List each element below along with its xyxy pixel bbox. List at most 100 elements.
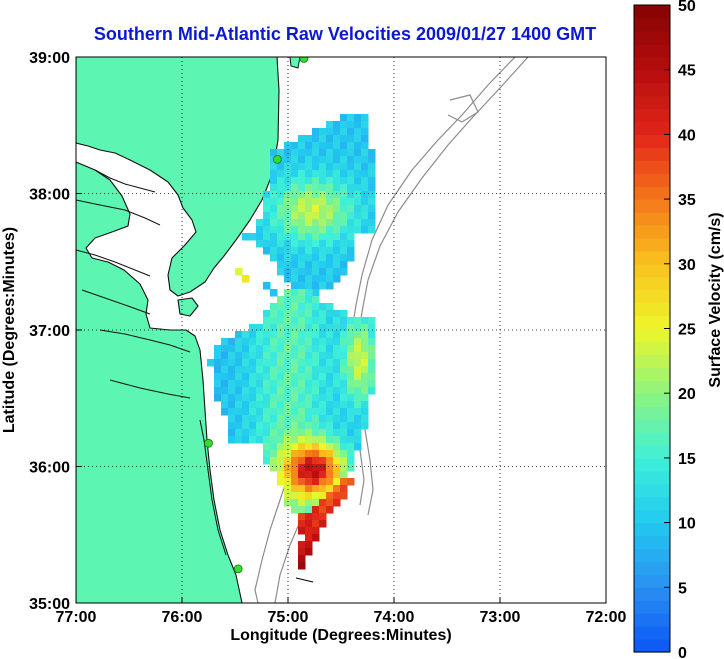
velocity-cell <box>340 184 348 192</box>
velocity-cell <box>298 142 306 150</box>
velocity-cell <box>347 121 355 129</box>
velocity-cell <box>312 163 320 171</box>
velocity-cell <box>312 219 320 227</box>
velocity-cell <box>270 373 278 381</box>
velocity-cell <box>305 163 313 171</box>
velocity-cell <box>361 415 369 423</box>
plot-area <box>76 57 606 603</box>
velocity-cell <box>312 142 320 150</box>
velocity-cell <box>361 394 369 402</box>
velocity-cell <box>319 149 327 157</box>
colorbar-step <box>634 134 670 148</box>
velocity-cell <box>319 415 327 423</box>
velocity-cell <box>256 366 264 374</box>
velocity-cell <box>298 352 306 360</box>
velocity-cell <box>333 205 341 213</box>
velocity-cell <box>256 219 264 227</box>
velocity-cell <box>228 436 236 444</box>
velocity-cell <box>228 366 236 374</box>
velocity-cell <box>319 471 327 479</box>
velocity-cell <box>263 212 271 220</box>
velocity-cell <box>270 422 278 430</box>
velocity-cell <box>221 380 229 388</box>
velocity-cell <box>298 450 306 458</box>
velocity-cell <box>270 352 278 360</box>
velocity-cell <box>284 373 292 381</box>
colorbar-tick-label: 25 <box>678 322 696 339</box>
velocity-cell <box>270 226 278 234</box>
velocity-cell <box>326 303 334 311</box>
velocity-cell <box>298 282 306 290</box>
velocity-cell <box>298 541 306 549</box>
velocity-cell <box>277 254 285 262</box>
velocity-cell <box>242 408 250 416</box>
velocity-cell <box>263 373 271 381</box>
velocity-cell <box>354 408 362 416</box>
velocity-cell <box>340 212 348 220</box>
velocity-cell <box>333 401 341 409</box>
velocity-cell <box>312 254 320 262</box>
velocity-cell <box>249 352 257 360</box>
velocity-cell <box>270 408 278 416</box>
velocity-cell <box>249 422 257 430</box>
velocity-cell <box>270 184 278 192</box>
velocity-cell <box>277 149 285 157</box>
velocity-cell <box>291 177 299 185</box>
colorbar-tick-label: 40 <box>678 127 696 144</box>
velocity-cell <box>305 345 313 353</box>
velocity-cell <box>270 464 278 472</box>
velocity-cell <box>298 415 306 423</box>
velocity-cell <box>228 380 236 388</box>
velocity-cell <box>277 387 285 395</box>
velocity-cell <box>291 184 299 192</box>
colorbar-step <box>634 354 670 368</box>
river <box>94 169 156 193</box>
velocity-cell <box>242 401 250 409</box>
velocity-cell <box>298 548 306 556</box>
velocity-cell <box>263 415 271 423</box>
velocity-cell <box>305 443 313 451</box>
velocity-cell <box>235 408 243 416</box>
velocity-cell <box>277 436 285 444</box>
velocity-cell <box>361 401 369 409</box>
velocity-cell <box>340 170 348 178</box>
velocity-cell <box>277 443 285 451</box>
velocity-cell <box>235 415 243 423</box>
velocity-cell <box>305 296 313 304</box>
velocity-cell <box>277 352 285 360</box>
velocity-cell <box>263 359 271 367</box>
velocity-cell <box>361 219 369 227</box>
velocity-cell <box>312 513 320 521</box>
velocity-cell <box>235 422 243 430</box>
velocity-cell <box>312 429 320 437</box>
velocity-cell <box>221 338 229 346</box>
velocity-cell <box>347 394 355 402</box>
velocity-cell <box>347 352 355 360</box>
velocity-cell <box>235 394 243 402</box>
velocity-cell <box>347 373 355 381</box>
velocity-cell <box>277 310 285 318</box>
velocity-cell <box>298 555 306 563</box>
velocity-cell <box>235 268 243 276</box>
velocity-cell <box>277 261 285 269</box>
velocity-cell <box>277 177 285 185</box>
velocity-cell <box>270 177 278 185</box>
velocity-cell <box>326 338 334 346</box>
velocity-cell <box>298 261 306 269</box>
x-tick-label: 72:00 <box>586 609 627 626</box>
velocity-cell <box>340 429 348 437</box>
velocity-cell <box>354 205 362 213</box>
velocity-cell <box>361 149 369 157</box>
velocity-cell <box>305 331 313 339</box>
velocity-cell <box>242 429 250 437</box>
velocity-cell <box>354 415 362 423</box>
velocity-cell <box>270 443 278 451</box>
velocity-cell <box>291 359 299 367</box>
velocity-cell <box>312 520 320 528</box>
velocity-cell <box>298 135 306 143</box>
velocity-cell <box>368 387 376 395</box>
velocity-cell <box>326 135 334 143</box>
velocity-cell <box>354 170 362 178</box>
velocity-cell <box>305 394 313 402</box>
velocity-cell <box>228 422 236 430</box>
